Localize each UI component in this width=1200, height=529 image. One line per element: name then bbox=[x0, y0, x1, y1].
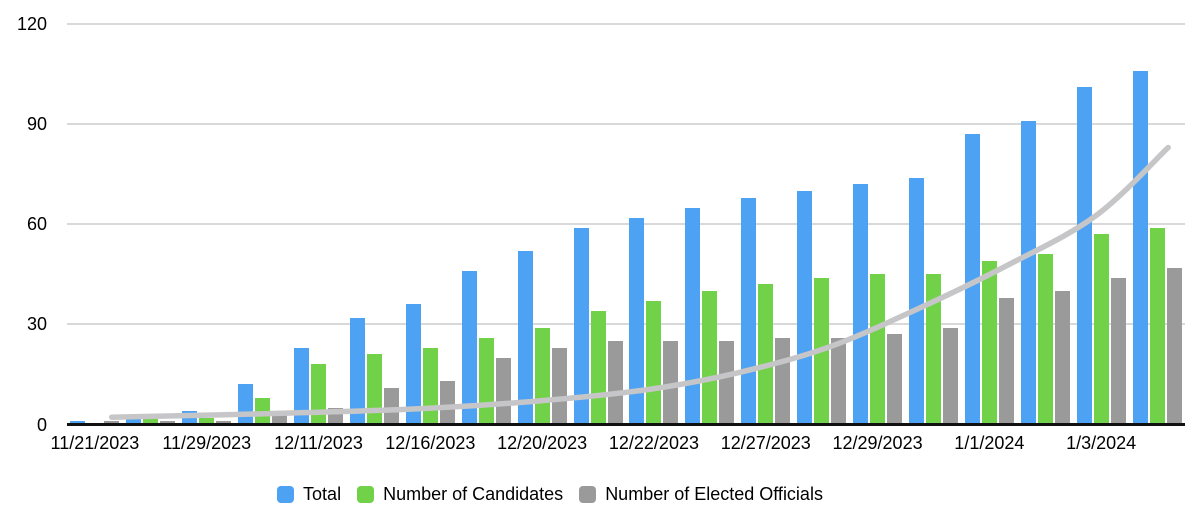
legend-label-total: Total bbox=[303, 484, 342, 504]
gridline bbox=[67, 123, 1185, 126]
legend-swatch-number-of-candidates bbox=[357, 485, 375, 503]
bar-number-of-candidates bbox=[870, 274, 886, 425]
x-axis-tick-label: 12/27/2023 bbox=[720, 433, 811, 453]
bar-number-of-elected-officials bbox=[216, 421, 232, 425]
bar-total bbox=[964, 134, 980, 425]
bar-number-of-candidates bbox=[1149, 227, 1165, 425]
legend-swatch-number-of-elected-officials bbox=[579, 485, 597, 503]
bar-number-of-elected-officials bbox=[607, 341, 623, 425]
bar-number-of-candidates bbox=[199, 417, 215, 425]
bar-total bbox=[908, 177, 924, 425]
bar-number-of-elected-officials bbox=[383, 387, 399, 425]
bar-number-of-candidates bbox=[981, 260, 997, 425]
bar-number-of-candidates bbox=[143, 417, 159, 425]
bar-total bbox=[573, 227, 589, 425]
x-axis-tick-label: 11/29/2023 bbox=[162, 433, 252, 453]
bar-number-of-elected-officials bbox=[1110, 277, 1126, 425]
x-axis-tick-label: 12/20/2023 bbox=[497, 433, 588, 453]
trendline-path bbox=[108, 144, 1171, 420]
legend-item-total: Total bbox=[277, 482, 341, 506]
bar-number-of-elected-officials bbox=[998, 297, 1014, 425]
x-axis-tick-label: 12/11/2023 bbox=[274, 433, 363, 453]
bar-number-of-elected-officials bbox=[551, 347, 567, 425]
bar-total bbox=[405, 304, 421, 425]
x-axis-line bbox=[67, 423, 1185, 426]
bar-total bbox=[1076, 87, 1092, 425]
bar-total bbox=[517, 250, 533, 425]
bar-number-of-elected-officials bbox=[272, 414, 288, 425]
chart-legend: Total Number of Candidates Number of Ele… bbox=[0, 482, 1100, 506]
bar-number-of-elected-officials bbox=[942, 327, 958, 425]
gridline bbox=[67, 23, 1185, 25]
legend-label-number-of-candidates: Number of Candidates bbox=[383, 484, 564, 504]
bar-number-of-elected-officials bbox=[1054, 291, 1070, 425]
y-axis-tick-label: 0 bbox=[36, 414, 47, 435]
bar-number-of-elected-officials bbox=[831, 337, 847, 425]
bar-number-of-candidates bbox=[366, 354, 382, 425]
bar-number-of-elected-officials bbox=[663, 341, 679, 425]
bar-total bbox=[294, 347, 310, 425]
bar-total bbox=[461, 270, 477, 425]
x-axis-tick-label: 12/16/2023 bbox=[385, 433, 476, 453]
bar-total bbox=[1132, 70, 1148, 425]
bar-total bbox=[1020, 120, 1036, 425]
legend-swatch-total bbox=[277, 485, 295, 503]
bar-number-of-candidates bbox=[1037, 254, 1053, 425]
bar-number-of-elected-officials bbox=[719, 341, 735, 425]
gridline bbox=[67, 223, 1185, 226]
bar-number-of-candidates bbox=[1093, 234, 1109, 425]
y-axis-tick-label: 30 bbox=[26, 314, 47, 335]
x-axis-tick-label: 1/3/2024 bbox=[1066, 433, 1137, 453]
bar-number-of-candidates bbox=[702, 291, 718, 425]
x-axis-tick-label: 12/29/2023 bbox=[832, 433, 923, 453]
bar-total bbox=[629, 217, 645, 425]
bar-number-of-elected-officials bbox=[160, 421, 176, 425]
legend-label-number-of-elected-officials: Number of Elected Officials bbox=[605, 484, 823, 504]
bar-total bbox=[126, 417, 142, 425]
x-axis-tick-label: 11/21/2023 bbox=[50, 433, 140, 453]
plot-area: 0 30 60 90 120 11/21/2023 11/29/2023 12/11/2023… bbox=[16, 14, 1185, 453]
legend-item-number-of-candidates: Number of Candidates bbox=[357, 482, 563, 506]
legend-item-number-of-elected-officials: Number of Elected Officials bbox=[579, 482, 823, 506]
y-axis-tick-label: 90 bbox=[26, 114, 47, 135]
x-axis-tick-label: 1/1/2024 bbox=[954, 433, 1025, 453]
gridline bbox=[67, 323, 1185, 326]
bar-total bbox=[349, 317, 365, 425]
bar-total bbox=[685, 207, 701, 425]
bar-total bbox=[70, 421, 86, 425]
trendline-svg bbox=[108, 144, 1171, 420]
bar-total bbox=[797, 190, 813, 425]
bar-number-of-candidates bbox=[925, 274, 941, 425]
y-axis-tick-label: 60 bbox=[26, 214, 47, 235]
bar-number-of-elected-officials bbox=[439, 381, 455, 425]
bar-number-of-candidates bbox=[646, 301, 662, 425]
bar-number-of-elected-officials bbox=[495, 357, 511, 425]
bar-number-of-elected-officials bbox=[1166, 267, 1182, 425]
bar-total bbox=[853, 184, 869, 425]
x-axis-tick-label: 12/22/2023 bbox=[608, 433, 699, 453]
bar-number-of-candidates bbox=[758, 284, 774, 425]
bar-number-of-elected-officials bbox=[104, 421, 120, 425]
bar-number-of-elected-officials bbox=[887, 334, 903, 425]
y-axis-tick-label: 120 bbox=[16, 14, 47, 34]
